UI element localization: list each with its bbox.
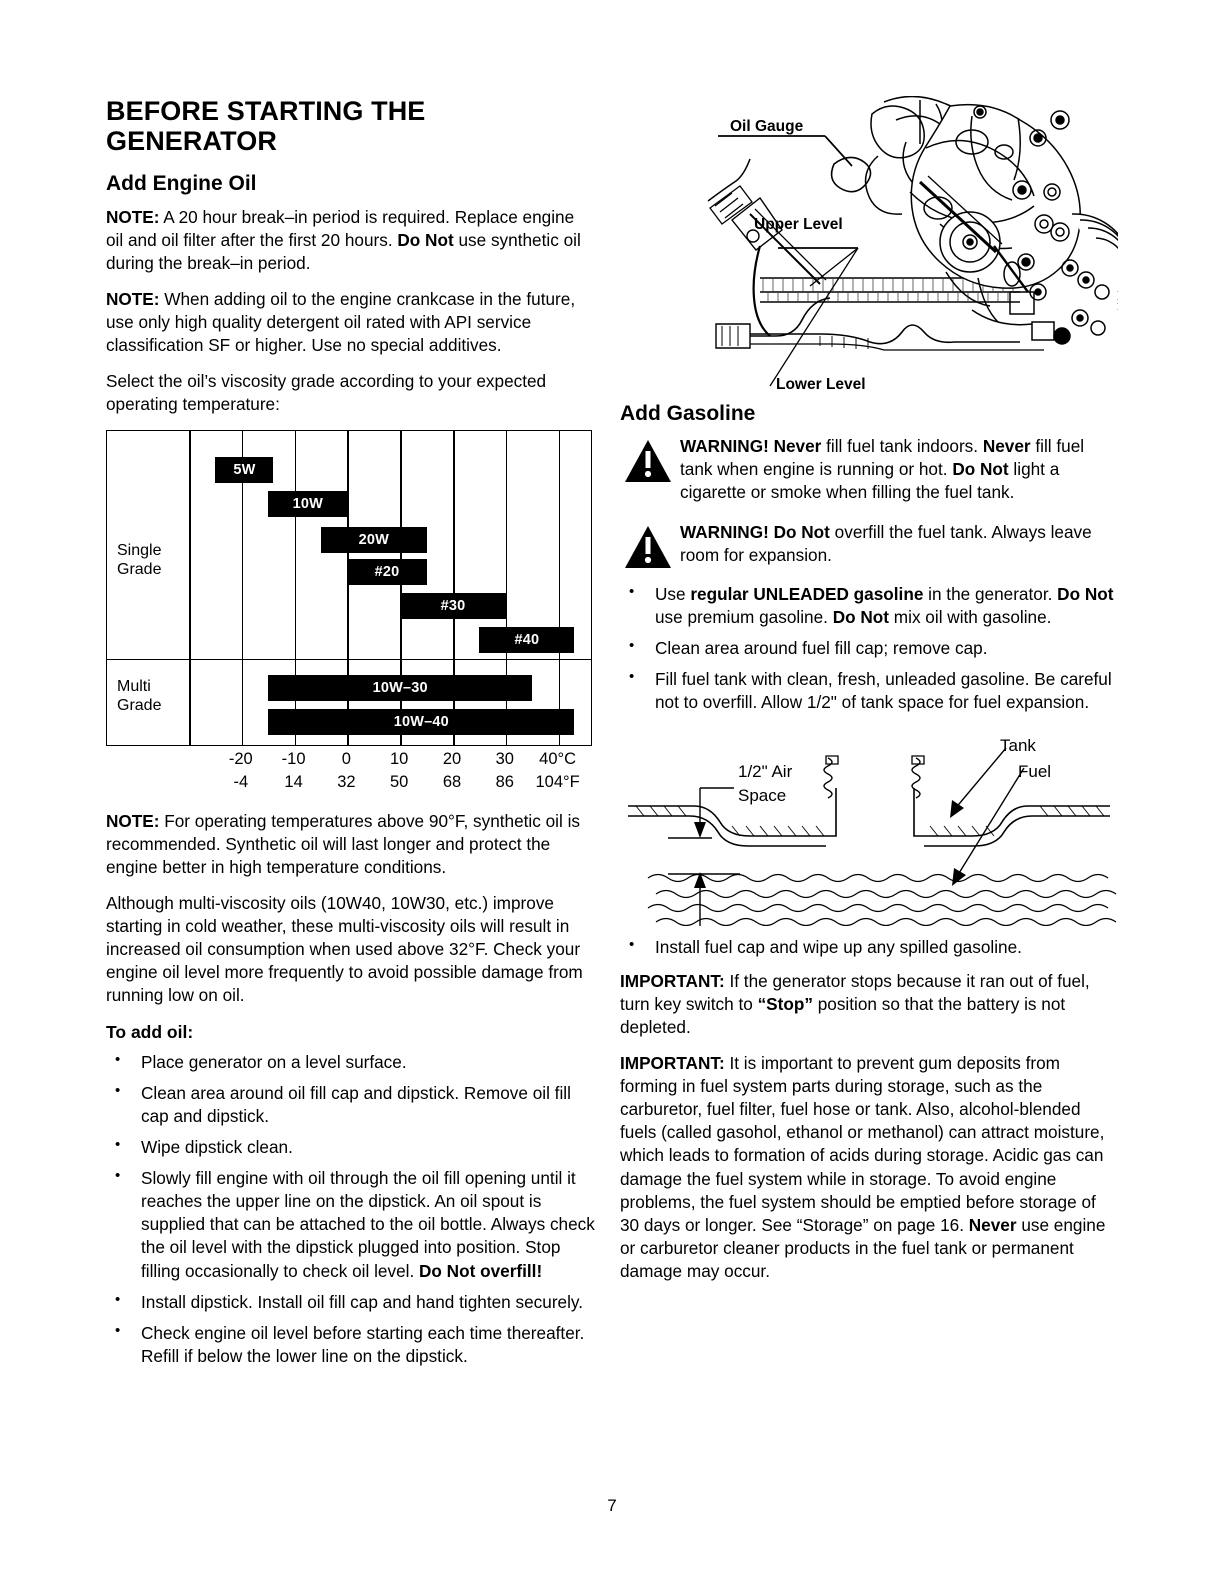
oil-viscosity-chart: Single Grade Multi Grade 5W 10W 20W #20 #30 #40… [106, 429, 594, 798]
chart-tick-fahrenheit: 86 [495, 772, 514, 791]
list-item: Check engine oil level before starting e… [106, 1321, 596, 1368]
fuel-instructions-list: Use regular UNLEADED gasoline in the gen… [620, 582, 1118, 715]
chart-tick-fahrenheit: -4 [233, 772, 249, 791]
list-item: Fill fuel tank with clean, fresh, unlead… [620, 667, 1118, 714]
oil-gauge-drawing [707, 96, 1118, 387]
important-gum-deposits: IMPORTANT: It is important to prevent gu… [620, 1052, 1106, 1282]
chart-gridline [294, 430, 297, 745]
chart-tick-celsius: -20 [228, 749, 253, 768]
warning-triangle-icon [625, 525, 671, 568]
chart-bar: 5W [215, 456, 274, 483]
chart-bar: #40 [479, 626, 575, 653]
note-break-in: NOTE: A 20 hour break–in period is requi… [106, 206, 596, 275]
chart-tick-celsius: 0 [341, 749, 351, 768]
chart-bar: 10W [268, 490, 348, 517]
note-label: NOTE: [106, 206, 160, 227]
chart-tick-fahrenheit: 104°F [535, 772, 580, 791]
note-label: NOTE: [106, 288, 160, 309]
chart-gridline [453, 430, 455, 745]
chart-row-label-single-grade: Single Grade [117, 541, 162, 578]
chart-tick-celsius: 20 [442, 749, 462, 768]
chart-gridline [241, 430, 244, 745]
figure-label-lower-level: Lower Level [776, 376, 866, 393]
oil-gauge-figure: Oil Gauge Upper Level Lower Level [620, 96, 1118, 396]
select-viscosity-para: Select the oil’s viscosity grade accordi… [106, 371, 547, 415]
fuel-tank-figure: 1/2" Air Space Tank Fuel [620, 726, 1118, 927]
fuel-tank-drawing [628, 747, 1117, 927]
warning-lead: WARNING! [680, 521, 769, 542]
chart-tick-celsius: 40°C [539, 749, 577, 768]
section-heading-add-engine-oil: Add Engine Oil [106, 172, 257, 196]
list-item: Clean area around fuel fill cap; remove … [620, 636, 1118, 660]
warning-lead: WARNING! [680, 436, 769, 457]
chart-bar: #20 [347, 558, 427, 585]
chart-plot-area: Single Grade Multi Grade 5W 10W 20W #20 #30 #40… [106, 429, 592, 746]
add-oil-steps-list: Place generator on a level surface. Clean… [106, 1050, 596, 1369]
list-item: Install dipstick. Install oil fill cap a… [106, 1290, 596, 1314]
chart-gridline [400, 430, 402, 745]
warning-text: WARNING! Do Not overfill the fuel tank. … [680, 521, 1092, 565]
chart-gridline [558, 430, 561, 745]
note-detergent-oil: NOTE: When adding oil to the engine cran… [106, 288, 596, 357]
install-cap-list: Install fuel cap and wipe up any spilled… [620, 935, 1118, 959]
page-title: BEFORE STARTING THE GENERATOR [106, 96, 426, 157]
important-lead: IMPORTANT: [620, 970, 725, 991]
figure-label-fuel: Fuel [1018, 762, 1052, 782]
important-key-switch: IMPORTANT: If the generator stops becaus… [620, 970, 1090, 1037]
figure-label-oil-gauge: Oil Gauge [730, 118, 804, 135]
figure-label-tank: Tank [1000, 736, 1036, 756]
chart-bar: 20W [321, 526, 427, 553]
chart-tick-fahrenheit: 68 [442, 772, 462, 791]
note-text: When adding oil to the engine crankcase … [106, 288, 576, 356]
note-synthetic-oil: NOTE: For operating temperatures above 9… [106, 810, 596, 879]
chart-row-label-multi-grade: Multi Grade [117, 677, 162, 714]
list-item: Wipe dipstick clean. [106, 1135, 596, 1159]
chart-gridline [505, 430, 508, 745]
figure-label-upper-level: Upper Level [754, 216, 843, 233]
chart-gridline [347, 430, 349, 745]
note-text-a: A 20 hour break–in period is required. R… [106, 206, 575, 250]
section-heading-add-gasoline: Add Gasoline [620, 402, 756, 425]
chart-bar: #30 [400, 592, 506, 619]
chart-tick-celsius: -10 [281, 749, 306, 768]
to-add-oil-heading: To add oil: [106, 1021, 194, 1042]
right-column: Oil Gauge Upper Level Lower Level Add Ga… [620, 96, 1118, 1296]
list-item: Clean area around oil fill cap and dipst… [106, 1081, 596, 1128]
multi-viscosity-para: Although multi-viscosity oils (10W40, 10… [106, 892, 583, 1006]
note-bold-do-not: Do Not [397, 229, 454, 250]
chart-tick-celsius: 30 [495, 749, 514, 768]
warning-block-fill-indoors: WARNING! Never fill fuel tank indoors. N… [620, 435, 1118, 504]
chart-tick-fahrenheit: 50 [390, 772, 409, 791]
chart-row-divider [107, 658, 591, 661]
left-column: BEFORE STARTING THE GENERATOR Add Engine… [106, 96, 596, 1380]
chart-tick-fahrenheit: 14 [284, 772, 303, 791]
note-text-b: use synthetic oil during the break–in pe… [106, 229, 581, 273]
page-number: 7 [607, 1496, 617, 1515]
chart-bar: 10W–40 [268, 708, 575, 735]
list-item: Use regular UNLEADED gasoline in the gen… [620, 582, 1118, 629]
warning-triangle-icon [625, 440, 671, 483]
chart-tick-celsius: 10 [390, 749, 409, 768]
figure-label-air-space-line2: Space [738, 786, 787, 806]
figure-label-air-space-line1: 1/2" Air [738, 762, 793, 782]
warning-text: WARNING! Never fill fuel tank indoors. N… [680, 436, 1085, 503]
chart-gridline [189, 430, 191, 745]
chart-bar: 10W–30 [268, 674, 533, 701]
list-item: Place generator on a level surface. [106, 1050, 596, 1074]
list-item: Install fuel cap and wipe up any spilled… [620, 935, 1118, 959]
warning-block-overfill: WARNING! Do Not overfill the fuel tank. … [620, 521, 1118, 568]
important-lead: IMPORTANT: [620, 1052, 725, 1073]
chart-tick-fahrenheit: 32 [337, 772, 356, 791]
note-label: NOTE: [106, 810, 160, 831]
note-text: For operating temperatures above 90°F, s… [106, 810, 581, 877]
list-item: Slowly fill engine with oil through the … [106, 1166, 596, 1283]
chart-x-axis: -20 -4 -10 14 0 32 10 50 20 68 30 86 40°C 104°F [106, 748, 592, 798]
